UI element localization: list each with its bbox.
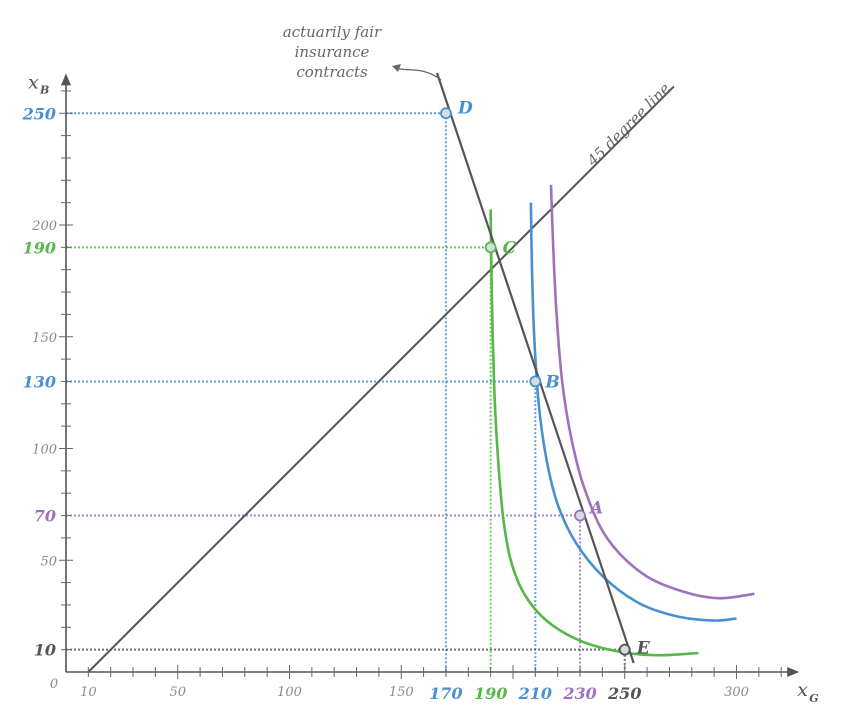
point-b <box>529 375 542 388</box>
x-tick-label-190: 190 <box>474 684 507 703</box>
y-tick-label: 50 <box>40 554 57 569</box>
y-tick-label: 100 <box>32 443 57 458</box>
y-axis-title-subscript: B <box>39 83 49 96</box>
y-axis-title: x <box>28 71 39 93</box>
y-tick-label-190: 190 <box>23 238 56 257</box>
indifference-curve-green <box>489 209 699 657</box>
fair-insurance-line <box>435 72 635 664</box>
point-d <box>440 107 452 120</box>
point-e <box>618 643 631 656</box>
fair-line-annotation-line: actuarily fair <box>283 23 382 41</box>
y-tick-label-10: 10 <box>34 641 56 660</box>
y-tick-label: 200 <box>31 219 57 234</box>
y-tick-label: 150 <box>32 331 57 346</box>
guide-line-d <box>66 112 447 672</box>
fair-line-annotation-line: insurance <box>295 43 370 61</box>
x-tick-label-170: 170 <box>429 684 462 703</box>
x-axis-arrow <box>787 667 800 677</box>
y-tick-label-130: 130 <box>23 372 56 391</box>
x-tick-label: 10 <box>80 685 97 700</box>
point-label-b: B <box>544 372 559 392</box>
fair-line-annotation-line: contracts <box>296 63 368 81</box>
x-tick-label-230: 230 <box>562 684 596 703</box>
indifference-curve-purple <box>549 184 755 600</box>
x-tick-label: 50 <box>169 685 186 700</box>
y-tick-label-70: 70 <box>34 507 56 526</box>
x-tick-label: 150 <box>389 685 414 700</box>
x-tick-label: 100 <box>277 685 302 700</box>
guide-line-e <box>66 648 626 672</box>
x-tick-label: 300 <box>724 685 749 700</box>
guide-line-b <box>66 380 537 672</box>
point-label-c: C <box>503 238 517 258</box>
degree-line-label: 45 degree line <box>583 79 674 170</box>
point-label-e: E <box>636 639 651 659</box>
fair-line-pointer-arrow <box>392 64 401 72</box>
point-a <box>574 509 586 522</box>
guide-line-c <box>66 246 492 672</box>
x-axis-title: x <box>797 679 808 701</box>
point-label-a: A <box>588 499 603 519</box>
x-tick-label-210: 210 <box>518 684 552 703</box>
degree-line <box>87 85 675 673</box>
point-c <box>484 241 497 254</box>
indifference-curve-blue <box>529 202 737 622</box>
y-axis-arrow <box>61 73 71 86</box>
guide-line-a <box>66 514 582 672</box>
origin-label: 0 <box>50 677 58 692</box>
y-tick-label-250: 250 <box>22 104 56 123</box>
x-axis-title-subscript: G <box>809 692 818 705</box>
fair-line-pointer <box>394 67 442 81</box>
x-tick-label-250: 250 <box>607 684 641 703</box>
point-label-d: D <box>457 98 473 118</box>
fair-line-annotation: actuarily fair insurance contracts <box>283 23 382 81</box>
